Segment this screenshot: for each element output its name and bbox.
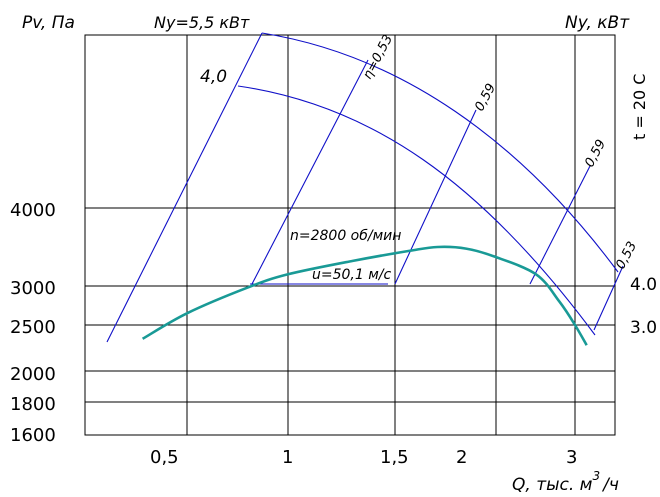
power-curve-label-5-5: Ny=5,5 кВт (154, 13, 250, 32)
y-tick: 1600 (10, 425, 56, 446)
x-tick: 1 (282, 447, 293, 468)
tip-speed-label: u=50,1 м/с (312, 267, 392, 283)
efficiency-label-4: 0,53 (613, 239, 640, 272)
plot-frame (84, 34, 616, 436)
y2-tick-labels: 4.0 3.0 (630, 275, 657, 338)
y-axis-label: Pv, Па (22, 13, 75, 33)
x-tick: 1,5 (380, 447, 409, 468)
x-axis-label: Q, тыс. м3/ч (512, 469, 619, 495)
efficiency-label-2: 0,59 (472, 81, 499, 114)
vertical-gridlines (186, 35, 576, 435)
x-tick: 0,5 (150, 447, 179, 468)
power-curve-label-4-0: 4,0 (200, 67, 227, 87)
y2-axis-label: Ny, кВт (565, 13, 630, 33)
y2-tick: 3.0 (630, 318, 657, 338)
x-tick: 3 (566, 447, 577, 468)
power-curve-5-5kw (261, 32, 619, 273)
horizontal-gridlines (85, 207, 615, 403)
speed-label: n=2800 об/мин (290, 228, 401, 244)
x-tick: 2 (456, 447, 467, 468)
y-tick: 3000 (10, 278, 56, 299)
y-tick: 2500 (10, 317, 56, 338)
y-tick: 1800 (10, 394, 56, 415)
efficiency-label-3: 0,59 (582, 137, 609, 170)
y-tick: 4000 (10, 200, 56, 221)
pressure-curve (141, 245, 588, 346)
temperature-label: t = 20 C (630, 74, 649, 140)
x-tick-labels: 0,5 1 1,5 2 3 (150, 447, 577, 468)
power-curve-4-0kw (237, 85, 596, 336)
y-tick: 2000 (10, 364, 56, 385)
y-tick-labels: 4000 3000 2500 2000 1800 1600 (10, 200, 56, 446)
y2-tick: 4.0 (630, 275, 657, 295)
efficiency-lines (106, 32, 624, 343)
